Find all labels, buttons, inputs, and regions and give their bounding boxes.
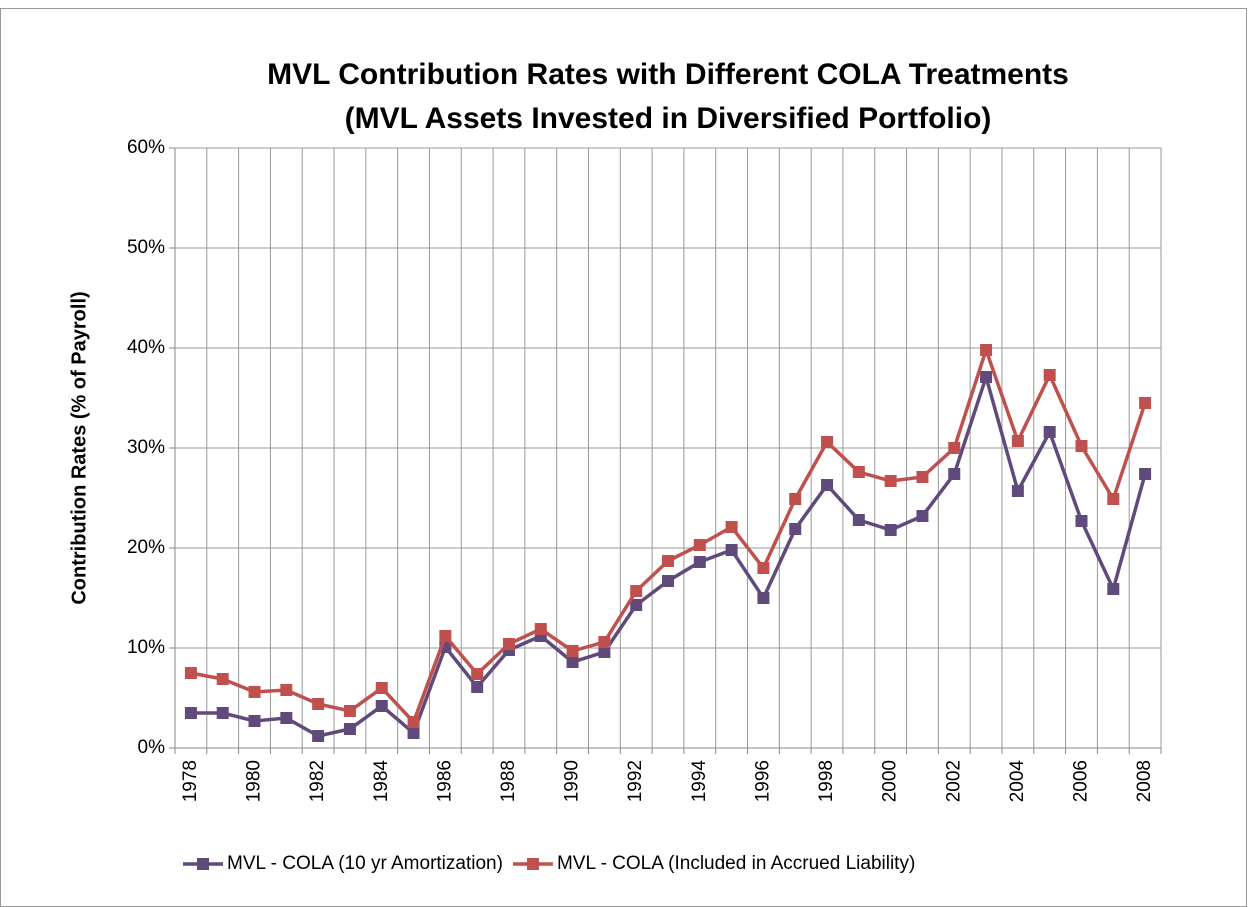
data-point <box>980 344 993 356</box>
data-point <box>407 727 420 739</box>
x-tick-label: 1998 <box>816 760 837 802</box>
data-point <box>439 630 452 642</box>
data-point <box>725 544 738 556</box>
data-point <box>375 682 388 694</box>
chart-title: (MVL Assets Invested in Diversified Port… <box>345 102 992 135</box>
data-point <box>566 645 579 657</box>
x-tick-label: 1978 <box>180 760 201 802</box>
legend-label: MVL - COLA (10 yr Amortization) <box>227 853 503 874</box>
data-point <box>598 646 611 658</box>
data-point <box>1139 468 1152 480</box>
y-tick-label: 20% <box>127 537 165 558</box>
data-point <box>598 636 611 648</box>
data-point <box>184 667 197 679</box>
data-point <box>375 700 388 712</box>
data-point <box>343 723 356 735</box>
data-point <box>184 707 197 719</box>
data-point <box>916 471 929 483</box>
data-point <box>948 468 961 480</box>
data-point <box>757 562 770 574</box>
x-tick-label: 1994 <box>689 760 710 803</box>
data-point <box>1107 493 1120 505</box>
chart-title: MVL Contribution Rates with Different CO… <box>267 58 1069 91</box>
data-point <box>471 668 484 680</box>
data-point <box>789 493 802 505</box>
data-point <box>884 524 897 536</box>
data-point <box>980 371 993 383</box>
data-point <box>502 638 515 650</box>
x-tick-label: 1988 <box>498 760 519 802</box>
data-point <box>1107 583 1120 595</box>
data-point <box>884 475 897 487</box>
data-point <box>693 556 706 568</box>
data-point <box>471 681 484 693</box>
y-axis-title: Contribution Rates (% of Payroll) <box>68 291 90 604</box>
data-point <box>343 705 356 717</box>
x-tick-label: 1990 <box>562 760 583 802</box>
x-tick-label: 2002 <box>943 760 964 802</box>
x-tick-label: 1980 <box>244 760 265 802</box>
y-tick-label: 60% <box>127 137 165 158</box>
chart-frame <box>0 8 1247 907</box>
data-point <box>662 555 674 567</box>
data-point <box>693 539 706 551</box>
data-point <box>725 521 738 533</box>
x-tick-label: 2008 <box>1134 760 1155 802</box>
legend: MVL - COLA (10 yr Amortization) MVL - COL… <box>183 853 915 874</box>
y-tick-label: 50% <box>127 237 165 258</box>
x-tick-label: 1984 <box>371 760 392 803</box>
data-point <box>916 510 929 522</box>
x-tick-label: 1982 <box>307 760 328 802</box>
x-tick-label: 2004 <box>1007 760 1028 803</box>
data-point <box>1011 435 1024 447</box>
y-tick-label: 0% <box>138 737 166 758</box>
data-point <box>821 479 834 491</box>
data-point <box>312 730 325 742</box>
data-point <box>757 592 770 604</box>
data-point <box>662 575 674 587</box>
data-point <box>1075 515 1088 527</box>
data-point <box>248 686 261 698</box>
data-point <box>407 716 420 728</box>
x-tick-label: 2000 <box>880 760 901 802</box>
data-point <box>630 599 643 611</box>
legend-swatch-marker <box>197 858 209 870</box>
data-point <box>852 514 865 526</box>
x-tick-label: 1986 <box>434 760 455 802</box>
data-point <box>630 585 643 597</box>
data-point <box>280 712 293 724</box>
x-tick-label: 2006 <box>1070 760 1091 802</box>
y-tick-label: 30% <box>127 437 165 458</box>
y-tick-label: 40% <box>127 337 165 358</box>
data-point <box>216 673 229 685</box>
data-point <box>248 715 261 727</box>
data-point <box>1043 369 1056 381</box>
data-point <box>1139 397 1152 409</box>
data-point <box>1011 485 1024 497</box>
data-point <box>216 707 229 719</box>
data-point <box>789 523 802 535</box>
data-point <box>566 656 579 668</box>
data-point <box>1043 426 1056 438</box>
data-point <box>1075 440 1088 452</box>
y-tick-label: 10% <box>127 637 165 658</box>
x-tick-label: 1996 <box>752 760 773 802</box>
data-point <box>312 698 325 710</box>
data-point <box>534 623 547 635</box>
data-point <box>280 684 293 696</box>
x-tick-label: 1992 <box>625 760 646 802</box>
legend-label: MVL - COLA (Included in Accrued Liabilit… <box>557 853 915 874</box>
data-point <box>821 436 834 448</box>
data-point <box>852 466 865 478</box>
legend-swatch-marker <box>526 858 539 870</box>
data-point <box>948 442 961 454</box>
